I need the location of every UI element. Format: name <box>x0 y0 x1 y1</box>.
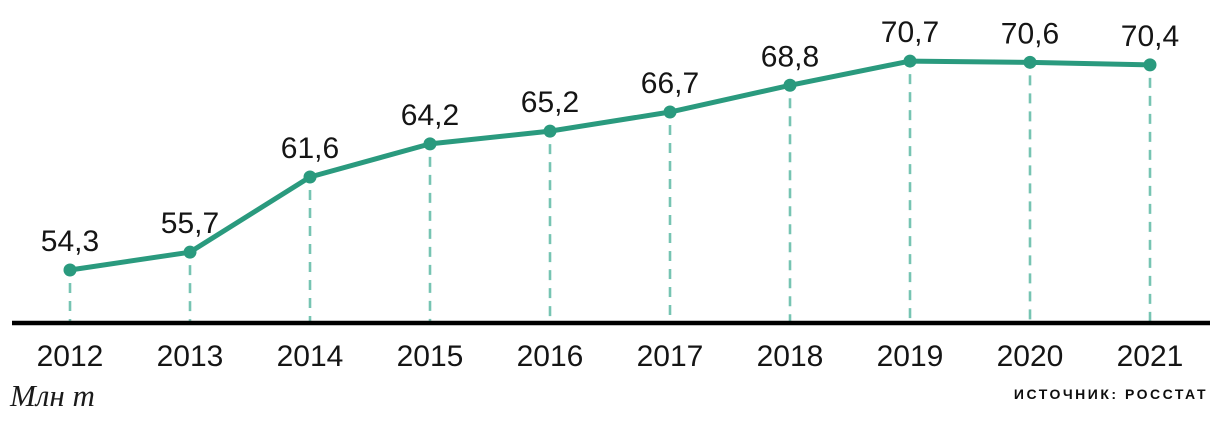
x-tick-label: 2020 <box>997 340 1064 373</box>
x-tick-label: 2013 <box>157 340 224 373</box>
x-tick-label: 2015 <box>397 340 464 373</box>
data-point-marker <box>183 245 197 259</box>
data-point-marker <box>423 137 437 151</box>
data-point-label: 61,6 <box>281 132 339 165</box>
data-point-marker <box>303 170 317 184</box>
data-point-label: 65,2 <box>521 86 579 119</box>
x-tick-label: 2018 <box>757 340 824 373</box>
x-tick-label: 2019 <box>877 340 944 373</box>
data-point-label: 68,8 <box>761 40 819 73</box>
data-point-marker <box>1023 55 1037 69</box>
data-point-marker <box>1143 58 1157 72</box>
x-tick-label: 2014 <box>277 340 344 373</box>
data-point-marker <box>543 124 557 138</box>
data-point-label: 64,2 <box>401 99 459 132</box>
data-point-label: 70,6 <box>1001 17 1059 50</box>
data-point-label: 66,7 <box>641 67 699 100</box>
source-attribution: ИСТОЧНИК: РОССТАТ <box>1013 386 1208 402</box>
data-point-label: 70,4 <box>1121 20 1179 53</box>
data-point-marker <box>663 105 677 119</box>
data-point-label: 54,3 <box>41 225 99 258</box>
x-tick-label: 2021 <box>1117 340 1184 373</box>
data-point-marker <box>903 54 917 68</box>
data-point-label: 55,7 <box>161 207 219 240</box>
x-tick-label: 2012 <box>37 340 104 373</box>
data-point-marker <box>63 263 77 277</box>
data-series-line <box>67 58 1153 273</box>
x-tick-label: 2016 <box>517 340 584 373</box>
data-point-label: 70,7 <box>881 16 939 49</box>
y-axis-unit-label: Млн т <box>10 378 95 413</box>
data-point-marker <box>783 78 797 92</box>
x-tick-label: 2017 <box>637 340 704 373</box>
